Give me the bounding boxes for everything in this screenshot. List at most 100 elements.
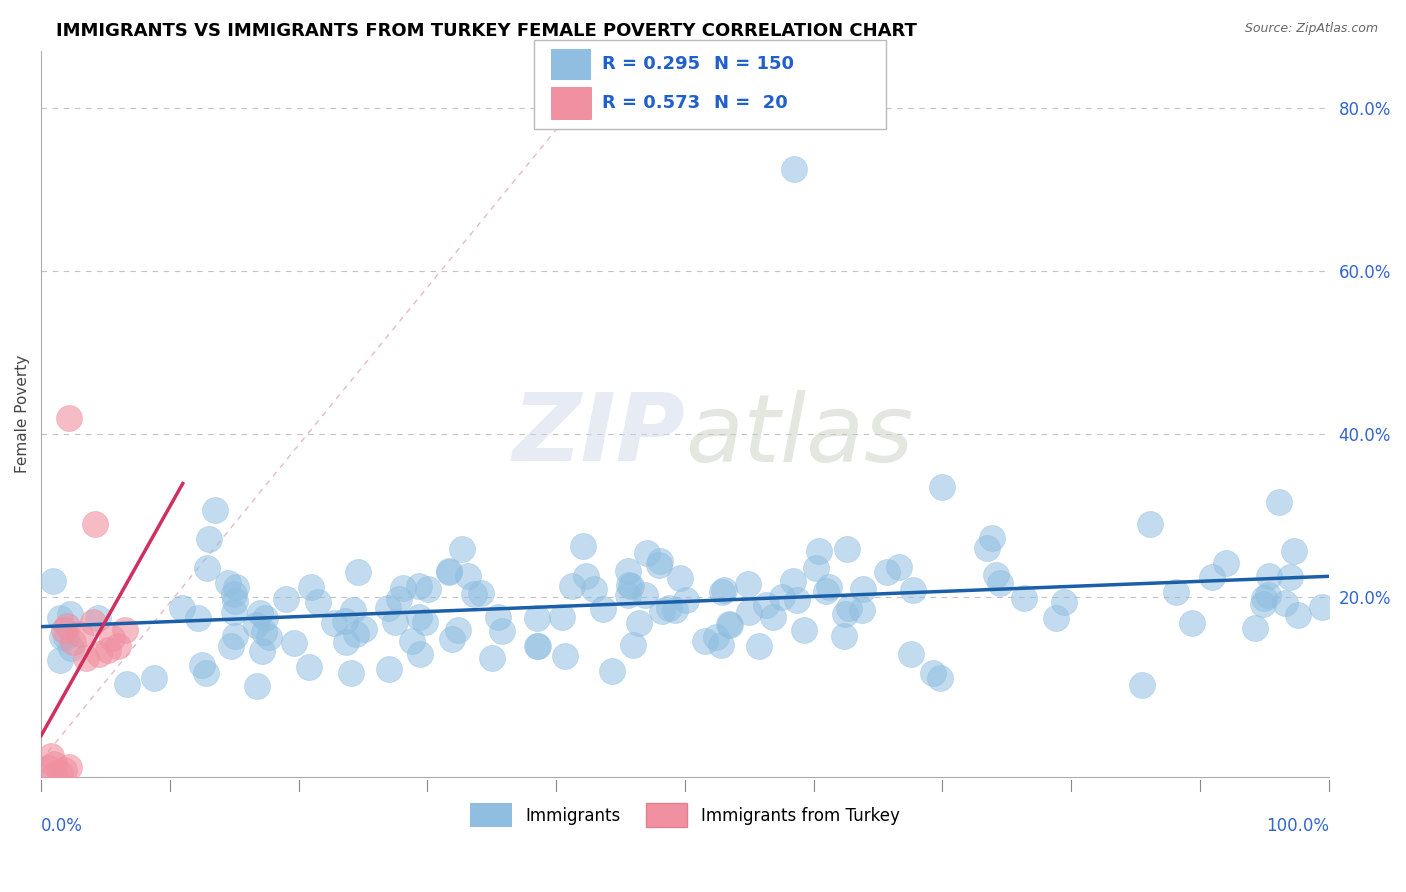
Point xyxy=(550,609,572,624)
Point xyxy=(170,600,193,615)
Point xyxy=(55,630,77,644)
Point xyxy=(526,611,548,625)
Point xyxy=(717,617,740,632)
Point xyxy=(224,629,246,643)
Text: N =  20: N = 20 xyxy=(714,94,787,112)
Point xyxy=(49,610,72,624)
Text: atlas: atlas xyxy=(685,390,912,481)
Point xyxy=(922,666,945,681)
Point xyxy=(222,586,245,600)
Point xyxy=(527,640,550,654)
Point xyxy=(738,605,761,619)
Point xyxy=(976,541,998,556)
Point xyxy=(344,627,367,641)
Point xyxy=(718,618,741,632)
Point xyxy=(299,580,322,594)
Point xyxy=(1312,600,1334,615)
Point xyxy=(617,564,640,578)
Point xyxy=(887,560,910,574)
Point xyxy=(851,582,873,596)
Text: 100.0%: 100.0% xyxy=(1265,816,1329,835)
Point xyxy=(574,568,596,582)
Point xyxy=(851,603,873,617)
Point xyxy=(592,602,614,616)
Point xyxy=(617,578,640,592)
Point xyxy=(1268,495,1291,509)
Point xyxy=(658,600,681,615)
Point xyxy=(42,574,65,589)
Point xyxy=(195,665,218,680)
Point xyxy=(664,603,686,617)
Point xyxy=(463,587,485,601)
Point xyxy=(298,660,321,674)
Point xyxy=(1274,597,1296,611)
Point xyxy=(187,610,209,624)
Point xyxy=(675,593,697,607)
Point xyxy=(198,532,221,546)
Point xyxy=(561,579,583,593)
Point xyxy=(335,614,357,628)
Point xyxy=(900,647,922,661)
Point xyxy=(634,588,657,602)
Point xyxy=(250,644,273,658)
Point xyxy=(491,624,513,639)
Point xyxy=(808,544,831,558)
Point xyxy=(408,579,430,593)
Point xyxy=(486,610,509,624)
Point xyxy=(600,664,623,678)
Point xyxy=(142,671,165,685)
Point xyxy=(82,615,104,629)
Point xyxy=(413,615,436,630)
Point xyxy=(782,574,804,588)
Point xyxy=(56,618,79,632)
Point xyxy=(97,643,120,657)
Point xyxy=(903,582,925,597)
Point xyxy=(101,631,124,645)
Point xyxy=(391,582,413,596)
Point xyxy=(1180,615,1202,630)
Point xyxy=(648,553,671,567)
Point xyxy=(440,632,463,647)
Point xyxy=(1284,544,1306,558)
Point xyxy=(876,565,898,579)
Point xyxy=(59,641,82,656)
Point xyxy=(191,658,214,673)
Text: R = 0.295: R = 0.295 xyxy=(602,55,700,73)
Point xyxy=(416,582,439,596)
Point xyxy=(628,615,651,630)
Point xyxy=(636,546,658,560)
Text: Source: ZipAtlas.com: Source: ZipAtlas.com xyxy=(1244,22,1378,36)
Point xyxy=(481,651,503,665)
Point xyxy=(710,585,733,599)
Point xyxy=(834,607,856,622)
Point xyxy=(62,635,84,649)
Point xyxy=(219,639,242,653)
Text: 0.0%: 0.0% xyxy=(41,816,83,835)
Point xyxy=(254,610,277,624)
Point xyxy=(1139,516,1161,531)
Point xyxy=(838,601,860,615)
Point xyxy=(115,677,138,691)
Point xyxy=(222,605,245,619)
Point xyxy=(1012,591,1035,605)
Point xyxy=(450,541,472,556)
Point xyxy=(84,516,107,531)
Legend: Immigrants, Immigrants from Turkey: Immigrants, Immigrants from Turkey xyxy=(464,797,907,834)
Point xyxy=(217,575,239,590)
Point xyxy=(49,765,72,780)
Point xyxy=(307,595,329,609)
Point xyxy=(762,610,785,624)
Y-axis label: Female Poverty: Female Poverty xyxy=(15,354,30,473)
Point xyxy=(347,566,370,580)
Point xyxy=(225,580,247,594)
Point xyxy=(384,615,406,629)
Point xyxy=(437,565,460,579)
Point xyxy=(783,161,806,176)
Point xyxy=(114,623,136,637)
Point xyxy=(42,768,65,782)
Point xyxy=(48,652,70,666)
Point xyxy=(53,623,76,637)
Point xyxy=(107,639,129,653)
Point xyxy=(245,618,267,632)
Point xyxy=(572,539,595,553)
